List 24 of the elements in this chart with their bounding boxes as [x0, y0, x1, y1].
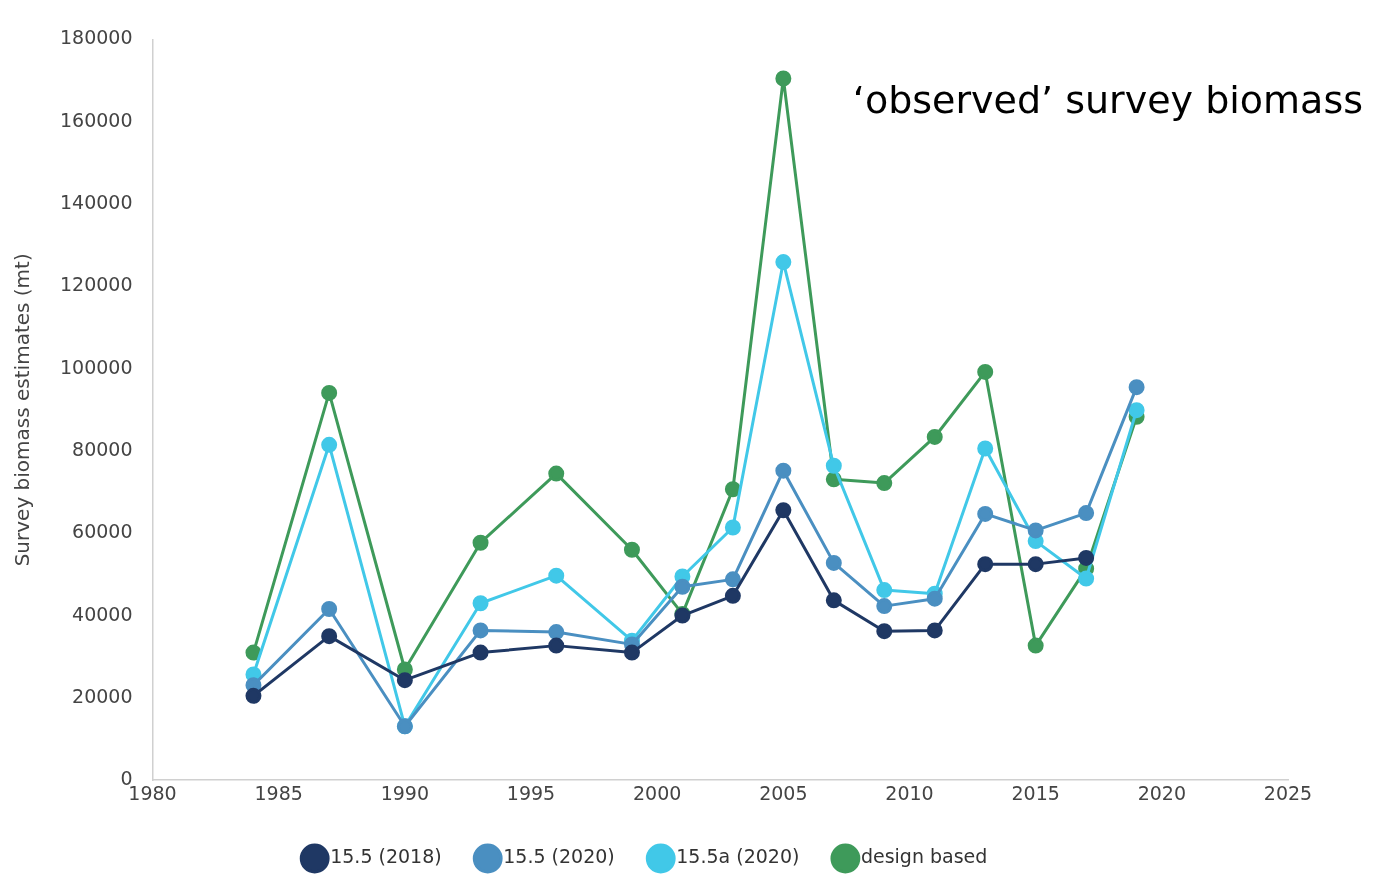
legend-label: 15.5 (2018): [330, 845, 442, 868]
y-tick-label: 180000: [60, 26, 133, 49]
y-tick-label: 60000: [72, 520, 133, 543]
legend-label: 15.5 (2020): [503, 845, 615, 868]
x-tick-label: 2000: [633, 781, 682, 804]
legend-label: design based: [860, 845, 988, 868]
x-tick-label: 2010: [885, 781, 934, 804]
y-tick-label: 20000: [72, 684, 133, 707]
y-tick-label: 140000: [60, 190, 133, 213]
annotation: ‘observed’ survey biomass: [852, 78, 1363, 123]
x-tick-label: 1985: [254, 781, 303, 804]
y-axis-title: Survey biomass estimates (mt): [10, 253, 35, 567]
x-tick-label: 1995: [506, 781, 556, 804]
y-tick-label: 160000: [60, 108, 133, 131]
x-tick-label: 2020: [1137, 781, 1187, 804]
y-tick-label: 40000: [72, 602, 133, 625]
x-tick-label: 2025: [1263, 781, 1313, 804]
y-tick-label: 120000: [60, 273, 133, 296]
x-tick-label: 2015: [1011, 781, 1060, 804]
x-tick-label: 2005: [759, 781, 808, 804]
y-tick-label: 100000: [60, 355, 133, 378]
x-tick-label: 1990: [380, 781, 430, 804]
y-tick-label: 80000: [72, 437, 133, 460]
legend-label: 15.5a (2020): [676, 845, 800, 868]
